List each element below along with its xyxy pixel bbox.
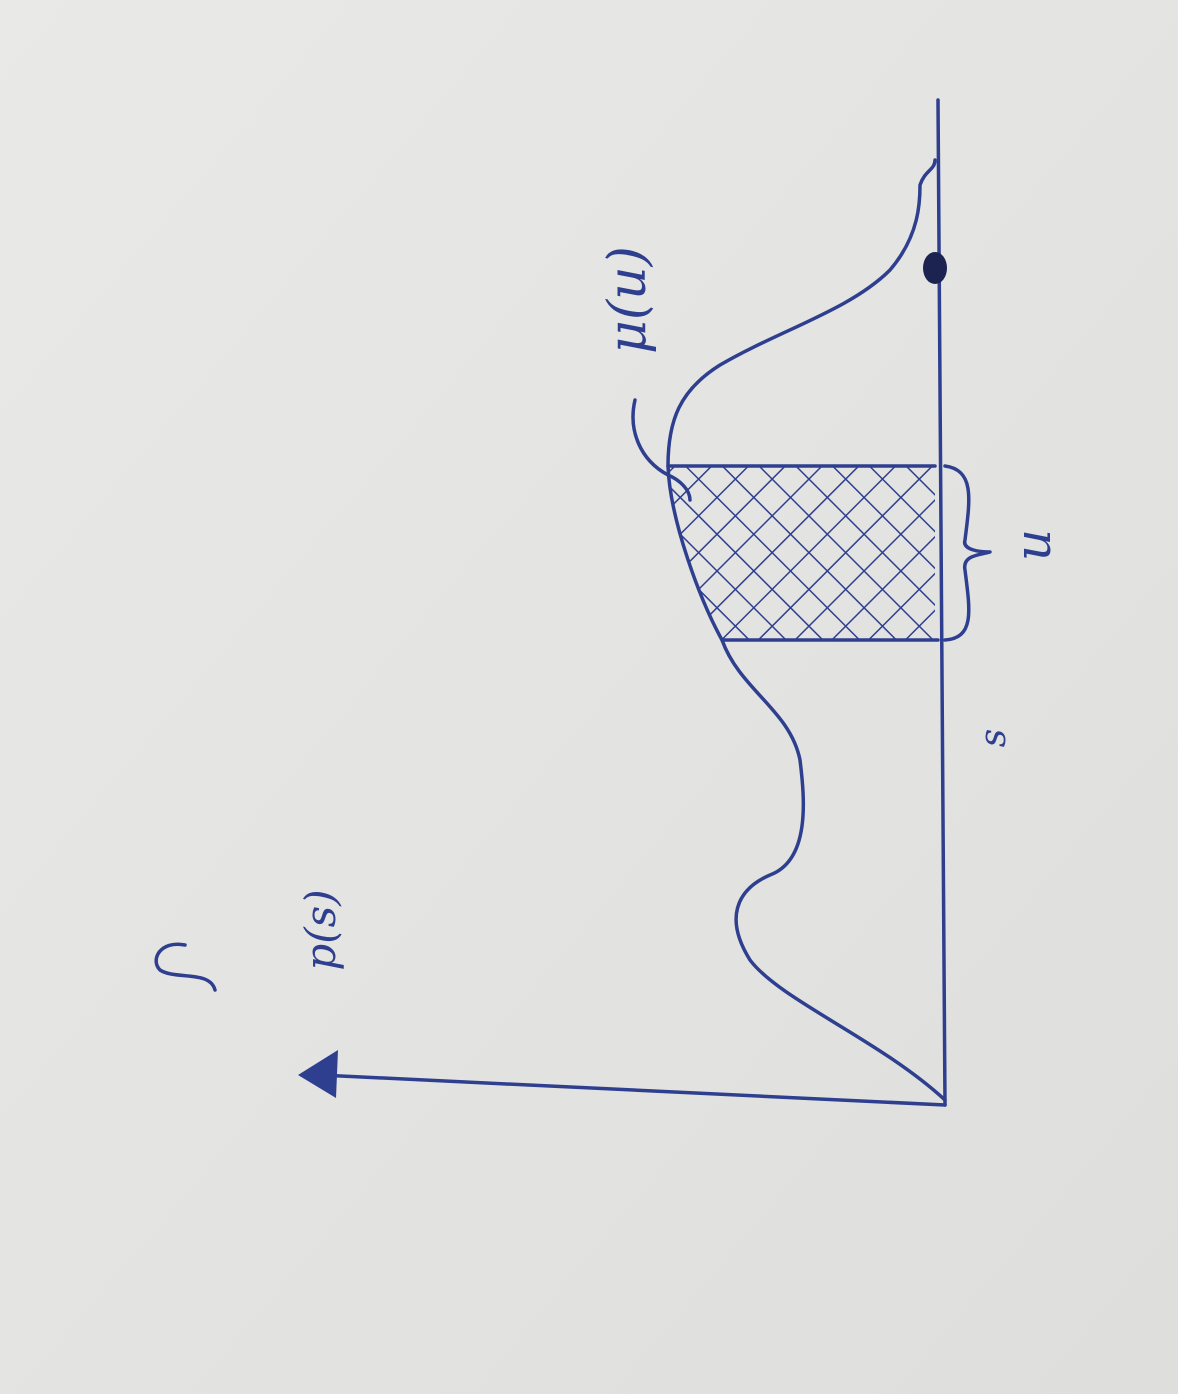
stray-mark (154, 942, 217, 992)
axis-dot (923, 252, 947, 284)
interval-brace (943, 464, 992, 642)
mu-pointer (631, 398, 692, 502)
density-curve (666, 158, 947, 1102)
x-axis-label: s (973, 729, 1014, 747)
hatch-fill (668, 466, 935, 640)
y-axis-label: p(s) (296, 889, 345, 970)
interval-edges (666, 464, 940, 642)
mu-label: μ(u) (598, 246, 658, 354)
interval-label: u (1004, 529, 1062, 561)
y-axis (318, 1073, 947, 1107)
y-axis-arrow (298, 1050, 338, 1098)
